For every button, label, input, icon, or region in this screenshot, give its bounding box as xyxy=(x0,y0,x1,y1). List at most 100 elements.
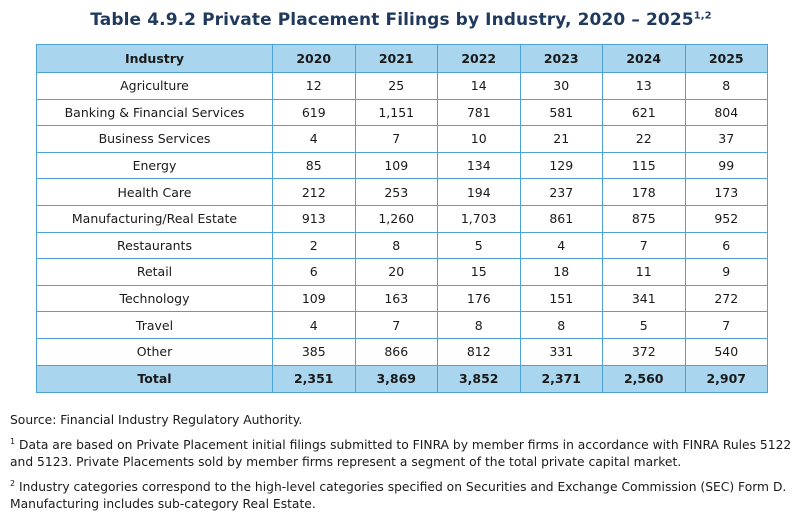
filing-count-cell: 37 xyxy=(684,125,768,153)
filing-count-cell: 22 xyxy=(602,125,686,153)
table-row: Technology 109 163 176 151 341 272 xyxy=(36,284,768,313)
filing-count-cell: 109 xyxy=(272,284,356,313)
industry-cell: Travel xyxy=(36,311,273,339)
header-2022: 2022 xyxy=(437,44,521,73)
filing-count-cell: 812 xyxy=(437,337,521,366)
table-row: Manufacturing/Real Estate 913 1,260 1,703 86… xyxy=(36,204,768,233)
total-cell: 2,560 xyxy=(602,364,686,393)
table-row: Retail 6 20 15 18 11 9 xyxy=(36,258,768,286)
table-row: Agriculture 12 25 14 30 13 8 xyxy=(36,72,768,100)
industry-cell: Banking & Financial Services xyxy=(36,98,273,127)
total-cell: 2,371 xyxy=(519,364,603,393)
filing-count-cell: 99 xyxy=(684,151,768,180)
footnote-1-text: Data are based on Private Placement init… xyxy=(10,438,792,470)
total-cell: 3,869 xyxy=(354,364,438,393)
filing-count-cell: 21 xyxy=(519,125,603,153)
filing-count-cell: 952 xyxy=(684,204,768,233)
footnote-1: 1 Data are based on Private Placement in… xyxy=(10,433,798,471)
filing-count-cell: 913 xyxy=(272,204,356,233)
header-2024: 2024 xyxy=(602,44,686,73)
filing-count-cell: 15 xyxy=(437,258,521,286)
filing-count-cell: 804 xyxy=(684,98,768,127)
filing-count-cell: 134 xyxy=(437,151,521,180)
industry-cell: Health Care xyxy=(36,178,273,206)
header-2023: 2023 xyxy=(519,44,603,73)
total-cell: 2,907 xyxy=(684,364,768,393)
filing-count-cell: 372 xyxy=(602,337,686,366)
filing-count-cell: 173 xyxy=(684,178,768,206)
table-row: Health Care 212 253 194 237 178 173 xyxy=(36,178,768,206)
filing-count-cell: 621 xyxy=(602,98,686,127)
industry-cell: Business Services xyxy=(36,125,273,153)
table-body: Agriculture 12 25 14 30 13 8 Banking & Financia… xyxy=(36,72,768,366)
table-row: Business Services 4 7 10 21 22 37 xyxy=(36,125,768,153)
filing-count-cell: 7 xyxy=(354,311,438,339)
filing-count-cell: 5 xyxy=(437,231,521,260)
industry-cell: Energy xyxy=(36,151,273,180)
filings-table: Industry 2020 2021 2022 2023 2024 2025 A… xyxy=(36,44,768,393)
footnote-2-marker: 2 xyxy=(10,479,16,489)
filing-count-cell: 12 xyxy=(272,72,356,100)
filing-count-cell: 18 xyxy=(519,258,603,286)
filing-count-cell: 272 xyxy=(684,284,768,313)
filing-count-cell: 540 xyxy=(684,337,768,366)
filing-count-cell: 109 xyxy=(354,151,438,180)
filing-count-cell: 4 xyxy=(272,311,356,339)
filing-count-cell: 8 xyxy=(354,231,438,260)
filing-count-cell: 4 xyxy=(519,231,603,260)
filing-count-cell: 9 xyxy=(684,258,768,286)
filing-count-cell: 8 xyxy=(437,311,521,339)
filing-count-cell: 10 xyxy=(437,125,521,153)
filing-count-cell: 178 xyxy=(602,178,686,206)
filing-count-cell: 13 xyxy=(602,72,686,100)
filing-count-cell: 151 xyxy=(519,284,603,313)
filing-count-cell: 6 xyxy=(684,231,768,260)
title-footnote-markers: 1,2 xyxy=(693,10,712,22)
header-2020: 2020 xyxy=(272,44,356,73)
filing-count-cell: 341 xyxy=(602,284,686,313)
filing-count-cell: 2 xyxy=(272,231,356,260)
filing-count-cell: 385 xyxy=(272,337,356,366)
total-row: Total 2,351 3,869 3,852 2,371 2,560 2,90… xyxy=(36,364,768,393)
filing-count-cell: 20 xyxy=(354,258,438,286)
filing-count-cell: 781 xyxy=(437,98,521,127)
filing-count-cell: 861 xyxy=(519,204,603,233)
table-row: Energy 85 109 134 129 115 99 xyxy=(36,151,768,180)
footnote-2: 2 Industry categories correspond to the … xyxy=(10,475,798,513)
filing-count-cell: 1,151 xyxy=(354,98,438,127)
table-footer: Total 2,351 3,869 3,852 2,371 2,560 2,90… xyxy=(36,364,768,393)
header-2021: 2021 xyxy=(354,44,438,73)
table-row: Travel 4 7 8 8 5 7 xyxy=(36,311,768,339)
filing-count-cell: 25 xyxy=(354,72,438,100)
filing-count-cell: 253 xyxy=(354,178,438,206)
filing-count-cell: 7 xyxy=(684,311,768,339)
filing-count-cell: 7 xyxy=(354,125,438,153)
header-2025: 2025 xyxy=(684,44,768,73)
filing-count-cell: 7 xyxy=(602,231,686,260)
filing-count-cell: 6 xyxy=(272,258,356,286)
table-title-text: Table 4.9.2 Private Placement Filings by… xyxy=(90,10,694,30)
table-row: Restaurants 2 8 5 4 7 6 xyxy=(36,231,768,260)
filing-count-cell: 11 xyxy=(602,258,686,286)
filing-count-cell: 237 xyxy=(519,178,603,206)
filing-count-cell: 30 xyxy=(519,72,603,100)
table-row: Other 385 866 812 331 372 540 xyxy=(36,337,768,366)
total-label: Total xyxy=(36,364,273,393)
filing-count-cell: 115 xyxy=(602,151,686,180)
filing-count-cell: 5 xyxy=(602,311,686,339)
industry-cell: Restaurants xyxy=(36,231,273,260)
total-cell: 2,351 xyxy=(272,364,356,393)
header-row: Industry 2020 2021 2022 2023 2024 2025 xyxy=(36,44,768,73)
filing-count-cell: 163 xyxy=(354,284,438,313)
filing-count-cell: 331 xyxy=(519,337,603,366)
industry-cell: Technology xyxy=(36,284,273,313)
table-row: Banking & Financial Services 619 1,151 781 5… xyxy=(36,98,768,127)
table-notes: Source: Financial Industry Regulatory Au… xyxy=(10,412,798,513)
filing-count-cell: 8 xyxy=(684,72,768,100)
filing-count-cell: 4 xyxy=(272,125,356,153)
table-title: Table 4.9.2 Private Placement Filings by… xyxy=(0,10,802,30)
filing-count-cell: 85 xyxy=(272,151,356,180)
filing-count-cell: 1,260 xyxy=(354,204,438,233)
industry-cell: Other xyxy=(36,337,273,366)
filing-count-cell: 212 xyxy=(272,178,356,206)
